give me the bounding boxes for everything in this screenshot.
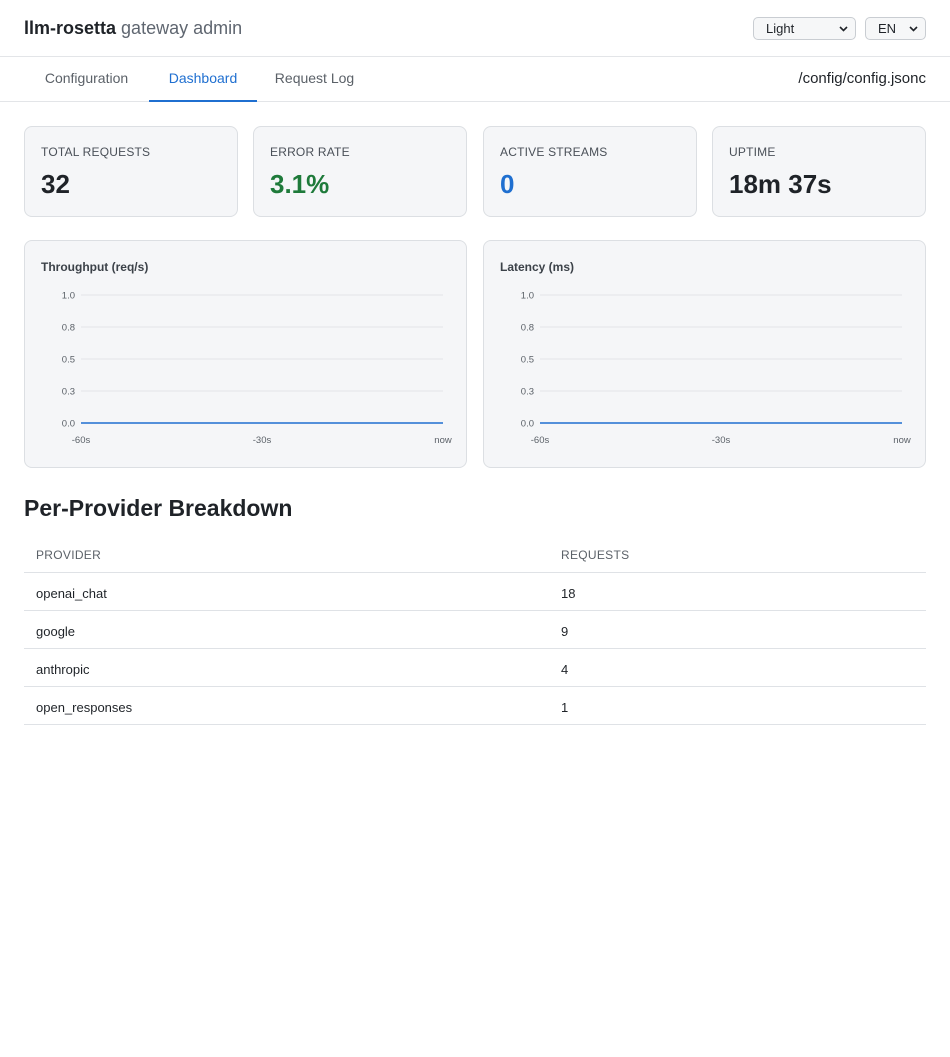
stat-label: ERROR RATE: [270, 145, 350, 159]
tab-configuration[interactable]: Configuration: [44, 70, 129, 86]
throughput-chart-card: 1.0 0.8 0.5 0.3 0.0 -60s -30s now Throughput (r…: [24, 240, 467, 468]
stat-label: UPTIME: [729, 145, 776, 159]
provider-cell: anthropic: [36, 662, 90, 677]
y-tick-label: 1.0: [62, 291, 75, 302]
y-tick-label: 0.8: [521, 323, 534, 334]
latency-chart: 1.0 0.8 0.5 0.3 0.0 -60s -30s now: [521, 291, 911, 447]
provider-cell: open_responses: [36, 700, 133, 715]
stat-card-total-requests: TOTAL REQUESTS 32: [24, 126, 238, 217]
throughput-chart: 1.0 0.8 0.5 0.3 0.0 -60s -30s now: [62, 291, 452, 447]
y-tick-label: 0.0: [62, 419, 75, 430]
chart-title: Throughput (req/s): [41, 260, 149, 274]
chevron-down-icon: [909, 26, 918, 32]
brand: llm-rosetta gateway admin: [24, 18, 242, 39]
tab-dashboard[interactable]: Dashboard: [149, 57, 257, 102]
y-tick-label: 0.3: [62, 387, 75, 398]
y-tick-label: 0.5: [62, 355, 75, 366]
stat-value: 0: [500, 169, 515, 199]
stat-value: 3.1%: [270, 169, 330, 199]
brand-subtitle: gateway admin: [121, 18, 243, 38]
requests-cell: 4: [561, 662, 569, 677]
provider-cell: google: [36, 624, 76, 639]
column-header-provider: PROVIDER: [36, 548, 102, 562]
language-select[interactable]: EN: [865, 17, 926, 40]
chevron-down-icon: [839, 26, 848, 32]
latency-chart-card: 1.0 0.8 0.5 0.3 0.0 -60s -30s now Latency (ms): [483, 240, 926, 468]
stat-value: 18m 37s: [729, 169, 832, 199]
y-tick-label: 0.8: [62, 323, 75, 334]
requests-cell: 1: [561, 700, 569, 715]
provider-table: PROVIDER REQUESTS openai_chat 18 google …: [24, 536, 926, 725]
brand-name: llm-rosetta: [24, 18, 117, 38]
y-tick-label: 1.0: [521, 291, 534, 302]
x-tick-label: now: [434, 435, 452, 446]
column-header-requests: REQUESTS: [561, 548, 630, 562]
requests-cell: 18: [561, 586, 576, 601]
section-title: Per-Provider Breakdown: [24, 495, 293, 521]
config-path: /config/config.jsonc: [798, 70, 926, 87]
x-tick-label: -30s: [712, 435, 731, 446]
x-tick-label: now: [893, 435, 911, 446]
theme-select[interactable]: Light: [753, 17, 856, 40]
tab-request-log[interactable]: Request Log: [274, 70, 355, 86]
table-row: openai_chat 18: [24, 573, 926, 611]
stat-card-error-rate: ERROR RATE 3.1%: [253, 126, 467, 217]
chart-title: Latency (ms): [500, 260, 575, 274]
app-header: llm-rosetta gateway admin Light EN: [0, 0, 950, 57]
table-row: open_responses 1: [24, 687, 926, 725]
y-tick-label: 0.0: [521, 419, 534, 430]
x-tick-label: -30s: [253, 435, 272, 446]
stat-label: TOTAL REQUESTS: [41, 145, 151, 159]
table-row: google 9: [24, 611, 926, 649]
stat-value: 32: [41, 169, 70, 199]
y-tick-label: 0.3: [521, 387, 534, 398]
x-tick-label: -60s: [72, 435, 91, 446]
stat-card-uptime: UPTIME 18m 37s: [712, 126, 926, 217]
theme-select-value: Light: [766, 21, 795, 36]
x-tick-label: -60s: [531, 435, 550, 446]
stat-label: ACTIVE STREAMS: [500, 145, 608, 159]
stat-card-active-streams: ACTIVE STREAMS 0: [483, 126, 697, 217]
table-header: PROVIDER REQUESTS: [24, 536, 926, 573]
nav-tabs: Configuration Dashboard Request Log /con…: [0, 57, 950, 102]
language-select-value: EN: [878, 21, 897, 36]
table-row: anthropic 4: [24, 649, 926, 687]
provider-cell: openai_chat: [36, 586, 107, 601]
requests-cell: 9: [561, 624, 569, 639]
y-tick-label: 0.5: [521, 355, 534, 366]
